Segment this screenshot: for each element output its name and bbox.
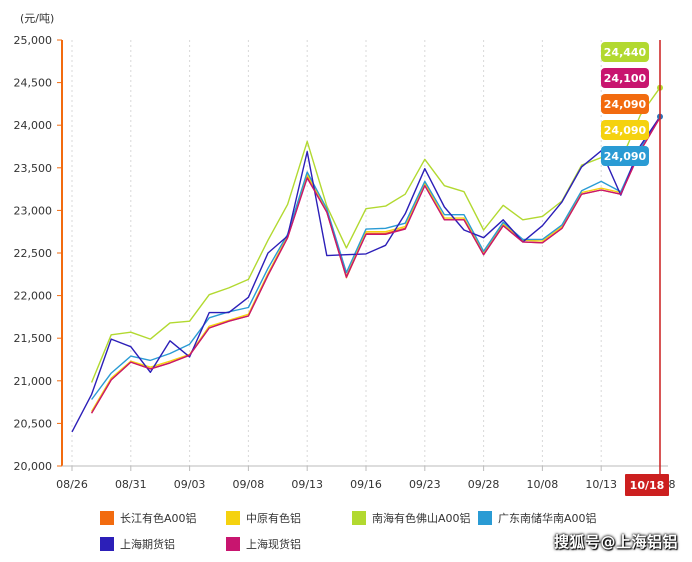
- x-tick-label: 09/23: [409, 478, 441, 491]
- legend-item[interactable]: 中原有色铝: [226, 510, 301, 526]
- end-value-pill: [601, 42, 649, 62]
- end-value-pill: [601, 146, 649, 166]
- series-line: [90, 117, 661, 414]
- y-tick-label: 23,500: [14, 162, 53, 175]
- series-line: [90, 87, 661, 383]
- x-tick-label: 09/16: [350, 478, 382, 491]
- legend-swatch: [226, 537, 240, 551]
- highlight-date-box: [625, 474, 669, 496]
- grid-lines: [71, 40, 661, 466]
- end-value-label: 24,090: [604, 124, 647, 137]
- end-value-label: 24,100: [604, 72, 647, 85]
- y-tick-label: 23,000: [14, 204, 53, 217]
- end-value-pill: [601, 94, 649, 114]
- x-tick-label: 8: [669, 478, 676, 491]
- legend-item[interactable]: 广东南储华南A00铝: [478, 510, 597, 526]
- x-tick-label: 10/08: [527, 478, 559, 491]
- end-value-pill: [601, 68, 649, 88]
- legend-swatch: [100, 511, 114, 525]
- legend-label: 长江有色A00铝: [120, 512, 197, 525]
- end-value-labels: 10/18 24,440 24,100 24,090 24,090 24,090: [601, 40, 669, 496]
- axes: 25,000 24,500 24,000 23,500 23,000 22,500 22,0…: [14, 34, 676, 491]
- y-tick-label: 22,000: [14, 290, 53, 303]
- x-tick-label: 08/31: [115, 478, 147, 491]
- x-tick-label: 09/13: [291, 478, 323, 491]
- legend-label: 上海现货铝: [246, 538, 301, 551]
- y-tick-label: 24,000: [14, 119, 53, 132]
- y-tick-label: 22,500: [14, 247, 53, 260]
- end-value-label: 24,090: [604, 98, 647, 111]
- legend-label: 中原有色铝: [246, 512, 301, 525]
- legend-item[interactable]: 上海现货铝: [226, 536, 301, 552]
- x-tick-label: 10/13: [585, 478, 617, 491]
- y-tick-label: 21,000: [14, 375, 53, 388]
- y-tick-label: 20,000: [14, 460, 53, 473]
- x-tick-label: 09/03: [174, 478, 206, 491]
- y-tick-label: 24,500: [14, 77, 53, 90]
- y-tick-label: 20,500: [14, 417, 53, 430]
- x-tick-label: 09/08: [233, 478, 265, 491]
- x-tick-label: 09/28: [468, 478, 500, 491]
- y-unit-label: (元/吨): [20, 12, 54, 25]
- legend-swatch: [478, 511, 492, 525]
- watermark: 搜狐号@上海铝铝: [553, 533, 678, 551]
- highlight-date-label: 10/18: [630, 479, 665, 492]
- legend-item[interactable]: 南海有色佛山A00铝: [352, 510, 471, 526]
- series-line: [71, 116, 661, 433]
- legend-label: 广东南储华南A00铝: [498, 512, 597, 525]
- end-value-label: 24,090: [604, 150, 647, 163]
- end-value-label: 24,440: [604, 46, 647, 59]
- legend-swatch: [100, 537, 114, 551]
- series-line: [91, 117, 661, 400]
- legend-swatch: [226, 511, 240, 525]
- end-value-pill: [601, 120, 649, 140]
- legend-item[interactable]: 上海期货铝: [100, 536, 175, 552]
- series-lines: [71, 84, 663, 433]
- legend-label: 上海期货铝: [120, 538, 175, 551]
- legend-label: 南海有色佛山A00铝: [372, 512, 471, 525]
- x-tick-label: 08/26: [56, 478, 88, 491]
- series-line: [90, 117, 661, 412]
- series-line: [90, 117, 661, 414]
- y-tick-label: 25,000: [14, 34, 53, 47]
- legend-swatch: [352, 511, 366, 525]
- y-tick-label: 21,500: [14, 332, 53, 345]
- legend-item[interactable]: 长江有色A00铝: [100, 510, 197, 526]
